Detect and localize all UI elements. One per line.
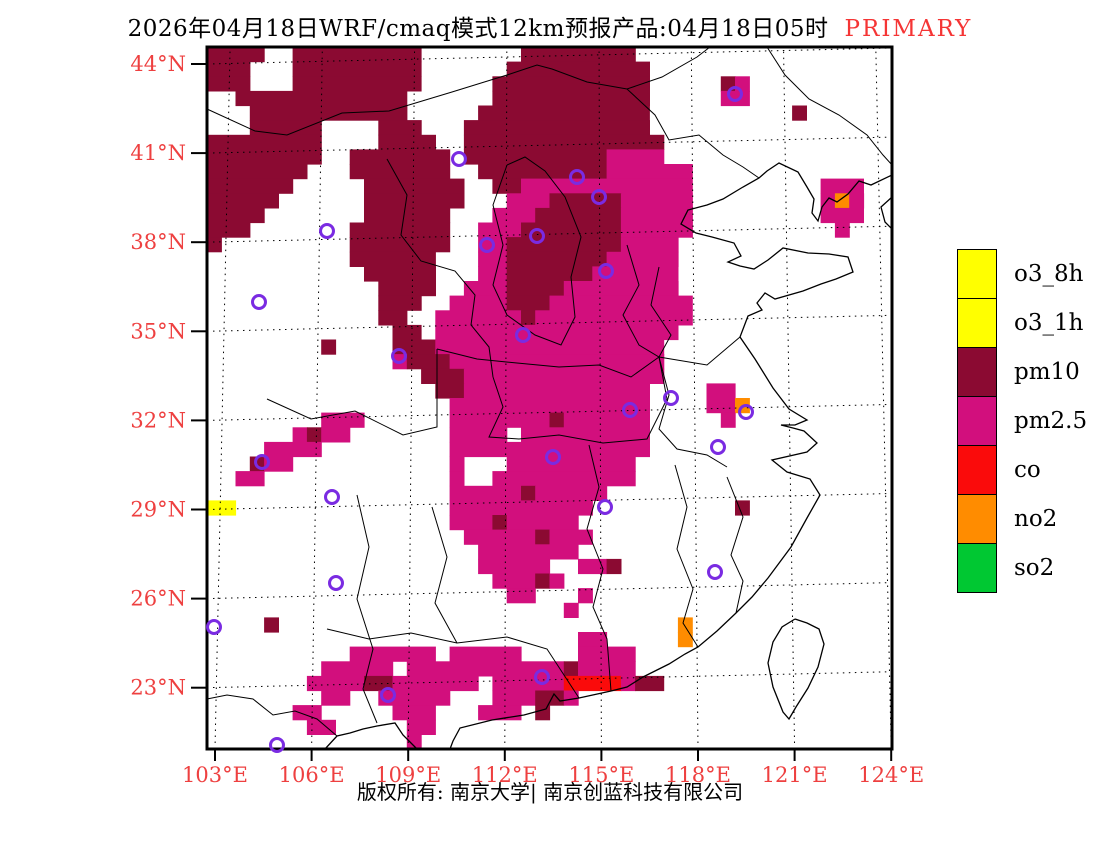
legend-item: o3_8h (957, 249, 1087, 299)
province-border (206, 694, 338, 737)
map-frame (205, 45, 894, 751)
city-marker (707, 564, 723, 580)
axes-layer: 103°E 106°E 109°E 112°E 115°E 118°E 121°E 124°E… (130, 52, 924, 787)
lon-label: 115°E (568, 763, 634, 787)
city-marker (324, 489, 340, 505)
lat-label: 23°N (130, 676, 186, 700)
province-border (492, 156, 582, 346)
legend-swatch (957, 298, 997, 348)
province-border (674, 464, 699, 648)
lon-label: 124°E (858, 763, 924, 787)
lat-label: 32°N (130, 408, 186, 432)
city-marker (598, 263, 614, 279)
city-marker (391, 348, 407, 364)
lat-label: 38°N (130, 230, 186, 254)
legend-swatch (957, 543, 997, 593)
city-marker (269, 737, 285, 753)
pollutant-legend: o3_8h o3_1h pm10 pm2.5 co no2 so2 (957, 249, 1087, 593)
lon-label: 103°E (182, 763, 248, 787)
lon-label: 106°E (279, 763, 345, 787)
province-border (206, 46, 711, 136)
province-border (488, 356, 668, 444)
legend-label: o3_1h (1014, 310, 1084, 336)
legend-label: co (1014, 457, 1041, 483)
city-marker (534, 669, 550, 685)
title-highlight: PRIMARY (844, 16, 973, 42)
city-markers-layer (206, 86, 754, 753)
city-marker (727, 86, 743, 102)
copyright-footer: 版权所有: 南京大学| 南京创蓝科技有限公司 (0, 776, 1100, 805)
province-border (431, 506, 458, 644)
province-border (766, 46, 893, 166)
city-marker (380, 687, 396, 703)
lat-label: 41°N (130, 141, 186, 165)
province-border (622, 244, 741, 366)
geo-borders-layer (206, 46, 893, 750)
coastline (880, 196, 893, 230)
city-marker (738, 404, 754, 420)
legend-item: o3_1h (957, 298, 1087, 348)
coastline (449, 162, 893, 750)
legend-label: o3_8h (1014, 261, 1084, 287)
legend-label: so2 (1014, 555, 1055, 581)
city-marker (663, 390, 679, 406)
legend-label: pm2.5 (1014, 408, 1088, 434)
province-border (658, 356, 728, 468)
lon-label: 121°E (762, 763, 828, 787)
coastline (767, 618, 825, 721)
province-border (356, 494, 378, 724)
province-border (436, 348, 660, 378)
lon-label: 112°E (472, 763, 538, 787)
city-marker (545, 449, 561, 465)
copyright-text: 版权所有: 南京大学| 南京创蓝科技有限公司 (356, 780, 744, 804)
pollution-raster-layer (207, 47, 865, 750)
province-border (626, 88, 760, 179)
page-title: 2026年04月18日WRF/cmaq模式12km预报产品:04月18日05时 P… (0, 9, 1100, 43)
coastline (324, 722, 418, 750)
city-marker (451, 151, 467, 167)
province-border (726, 476, 744, 614)
legend-label: pm10 (1014, 359, 1080, 385)
legend-swatch (957, 347, 997, 397)
city-marker (710, 439, 726, 455)
lat-label: 44°N (130, 52, 186, 76)
city-marker (319, 223, 335, 239)
lon-label: 118°E (665, 763, 731, 787)
legend-label: no2 (1014, 506, 1058, 532)
legend-swatch (957, 494, 997, 544)
lat-label: 35°N (130, 319, 186, 343)
city-marker (569, 169, 585, 185)
province-border (386, 158, 494, 378)
legend-item: co (957, 445, 1087, 495)
province-border (266, 349, 438, 436)
title-text: 2026年04月18日WRF/cmaq模式12km预报产品:04月18日05时 (127, 16, 829, 42)
lat-label: 26°N (130, 587, 186, 611)
legend-swatch (957, 445, 997, 495)
city-marker (529, 228, 545, 244)
city-marker (254, 454, 270, 470)
lat-label: 29°N (130, 498, 186, 522)
city-marker (597, 499, 613, 515)
city-marker (479, 237, 495, 253)
legend-swatch (957, 396, 997, 446)
province-border (650, 266, 672, 358)
city-marker (206, 619, 222, 635)
legend-item: so2 (957, 543, 1087, 593)
legend-swatch (957, 249, 997, 299)
city-marker (622, 402, 638, 418)
legend-item: no2 (957, 494, 1087, 544)
legend-item: pm2.5 (957, 396, 1087, 446)
city-marker (515, 327, 531, 343)
legend-item: pm10 (957, 347, 1087, 397)
lon-label: 109°E (375, 763, 441, 787)
city-marker (328, 575, 344, 591)
city-marker (591, 189, 607, 205)
city-marker (251, 294, 267, 310)
province-border (586, 444, 612, 692)
